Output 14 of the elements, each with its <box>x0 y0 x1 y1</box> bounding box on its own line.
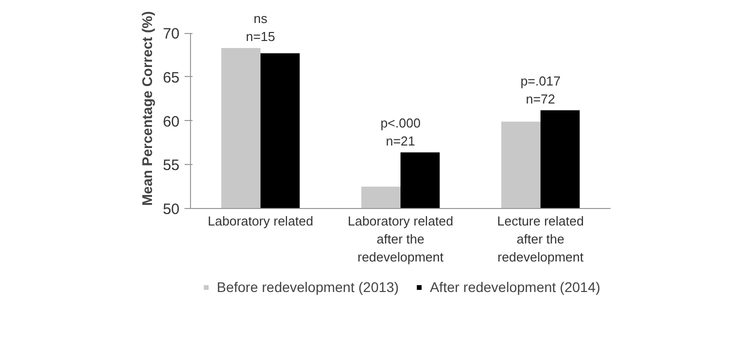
y-tick-label: 60 <box>162 113 180 130</box>
legend-label: Before redevelopment (2013) <box>216 279 399 295</box>
y-axis-title: Mean Percentage Correct (%) <box>138 11 155 206</box>
y-tick-label: 70 <box>162 26 180 43</box>
legend-label: After redevelopment (2014) <box>430 279 600 295</box>
annotation: p=.017 n=72 <box>520 73 561 106</box>
x-tick-label: Lecture related after the redevelopment <box>497 214 584 264</box>
y-tick-label: 50 <box>162 201 180 218</box>
y-tick-label: 65 <box>162 69 180 86</box>
x-tick-label: Laboratory related <box>208 214 314 228</box>
y-tick-label: 55 <box>162 157 180 174</box>
x-tick-label: Laboratory related after the redevelopment <box>348 214 454 264</box>
annotation: ns n=15 <box>246 10 276 44</box>
annotation: p<.000 n=21 <box>380 115 421 148</box>
